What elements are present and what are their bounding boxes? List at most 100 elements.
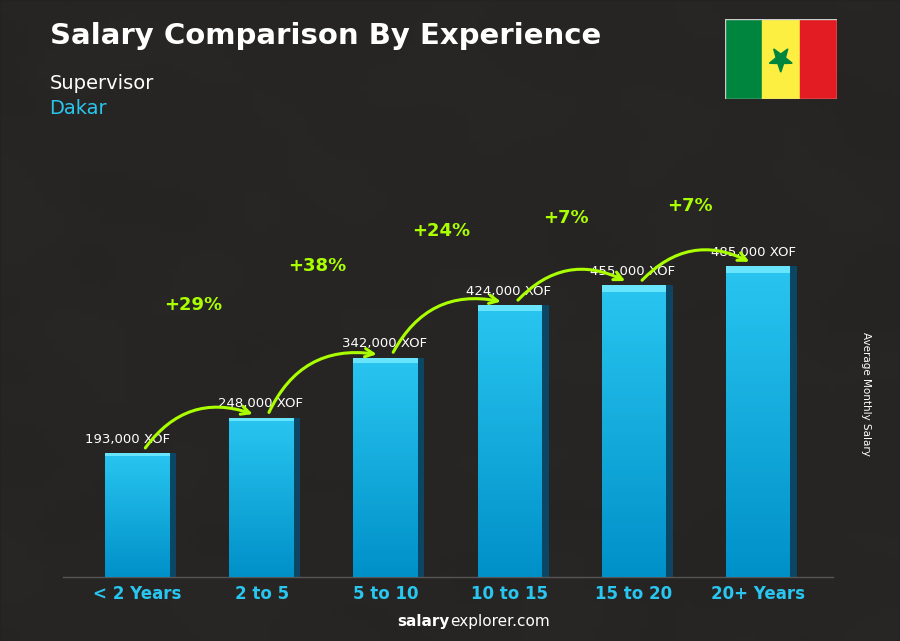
- Bar: [602, 349, 666, 353]
- Text: 424,000 XOF: 424,000 XOF: [466, 285, 552, 297]
- Bar: [105, 556, 170, 558]
- Bar: [354, 537, 418, 540]
- Bar: [602, 543, 666, 547]
- Bar: [725, 370, 790, 375]
- Bar: [105, 542, 170, 544]
- Bar: [105, 573, 170, 575]
- Bar: [354, 566, 418, 570]
- Bar: [105, 486, 170, 488]
- Bar: [105, 478, 170, 480]
- Bar: [354, 442, 418, 445]
- Bar: [230, 545, 293, 548]
- Bar: [230, 434, 293, 437]
- Bar: [230, 529, 293, 532]
- Bar: [105, 476, 170, 478]
- Text: 193,000 XOF: 193,000 XOF: [86, 433, 170, 445]
- Bar: [105, 523, 170, 526]
- Bar: [790, 266, 796, 577]
- Bar: [230, 458, 293, 460]
- Bar: [354, 504, 418, 508]
- Bar: [354, 519, 418, 522]
- Bar: [230, 561, 293, 563]
- Bar: [230, 516, 293, 519]
- Bar: [478, 423, 542, 428]
- Bar: [105, 562, 170, 565]
- Bar: [602, 441, 666, 445]
- Bar: [230, 511, 293, 513]
- Bar: [230, 524, 293, 526]
- Bar: [602, 572, 666, 577]
- Bar: [602, 417, 666, 421]
- Bar: [478, 410, 542, 414]
- Bar: [478, 342, 542, 346]
- Bar: [725, 473, 790, 478]
- Bar: [725, 375, 790, 380]
- Bar: [478, 387, 542, 391]
- Bar: [354, 558, 418, 562]
- Bar: [354, 497, 418, 500]
- Bar: [230, 526, 293, 529]
- Bar: [230, 447, 293, 450]
- Text: +7%: +7%: [667, 197, 713, 215]
- Bar: [478, 437, 542, 441]
- Bar: [725, 416, 790, 422]
- Text: +29%: +29%: [165, 296, 222, 313]
- Bar: [354, 365, 418, 369]
- Bar: [602, 358, 666, 363]
- Bar: [354, 493, 418, 497]
- Bar: [105, 531, 170, 533]
- Text: Salary Comparison By Experience: Salary Comparison By Experience: [50, 22, 601, 51]
- Bar: [105, 529, 170, 531]
- Bar: [725, 510, 790, 515]
- Bar: [230, 420, 293, 423]
- Bar: [105, 538, 170, 540]
- Bar: [478, 491, 542, 495]
- Bar: [354, 424, 418, 427]
- Bar: [230, 450, 293, 453]
- Bar: [354, 409, 418, 413]
- Bar: [602, 412, 666, 417]
- Bar: [725, 292, 790, 297]
- Bar: [354, 533, 418, 537]
- Bar: [602, 431, 666, 436]
- Bar: [230, 513, 293, 516]
- Bar: [602, 300, 666, 304]
- Bar: [354, 438, 418, 442]
- Bar: [105, 504, 170, 507]
- Bar: [354, 511, 418, 515]
- Bar: [105, 499, 170, 501]
- Bar: [602, 567, 666, 572]
- Bar: [602, 490, 666, 494]
- Bar: [725, 401, 790, 406]
- Bar: [354, 463, 418, 467]
- Bar: [230, 508, 293, 511]
- Bar: [799, 19, 837, 99]
- Bar: [478, 355, 542, 360]
- Bar: [230, 542, 293, 545]
- Bar: [725, 525, 790, 530]
- Bar: [602, 334, 666, 338]
- Bar: [478, 554, 542, 559]
- Bar: [602, 344, 666, 349]
- Bar: [354, 508, 418, 511]
- Bar: [478, 314, 542, 319]
- Bar: [230, 553, 293, 556]
- Bar: [105, 513, 170, 515]
- Bar: [478, 319, 542, 323]
- Bar: [602, 285, 666, 290]
- Bar: [230, 481, 293, 484]
- Bar: [354, 401, 418, 405]
- Bar: [725, 551, 790, 556]
- Bar: [602, 421, 666, 426]
- Bar: [354, 387, 418, 390]
- Bar: [725, 354, 790, 359]
- Bar: [478, 545, 542, 550]
- Bar: [230, 519, 293, 521]
- Bar: [354, 453, 418, 456]
- Bar: [725, 297, 790, 303]
- Bar: [725, 318, 790, 323]
- Bar: [478, 500, 542, 504]
- Bar: [354, 379, 418, 383]
- Bar: [478, 364, 542, 369]
- Bar: [478, 305, 542, 310]
